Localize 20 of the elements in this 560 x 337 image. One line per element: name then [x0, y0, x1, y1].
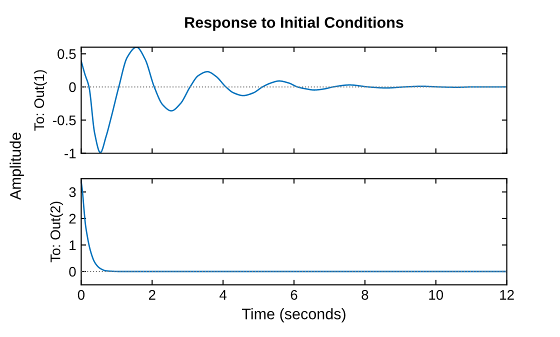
text: Amplitude — [10, 132, 24, 200]
x-tick-label: 12 — [500, 290, 514, 300]
x-tick-label: 0 — [78, 290, 85, 300]
x-axis-title: Time (seconds) — [242, 308, 346, 322]
x-tick-label: 4 — [220, 290, 227, 300]
y-tick-label: 3 — [69, 187, 76, 198]
y-tick-label: 1 — [70, 240, 76, 250]
y-axis-title: To: Out(1) — [34, 70, 47, 131]
y-tick-label: 0 — [69, 82, 76, 92]
y-tick-label: 0.5 — [58, 49, 76, 59]
x-tick-label: 6 — [290, 290, 298, 300]
y-tick-label: -1 — [64, 148, 76, 158]
chart-title: Response to Initial Conditions — [185, 16, 404, 31]
x-tick-label: 8 — [362, 290, 368, 300]
y-tick-label: -0.5 — [53, 115, 76, 126]
x-tick-label: 10 — [429, 290, 444, 300]
y-tick-label: 0 — [69, 266, 76, 277]
y-axis-title: To: Out(2) — [50, 202, 64, 262]
y-tick-label: 2 — [69, 214, 76, 224]
x-tick-label: 2 — [148, 290, 156, 300]
